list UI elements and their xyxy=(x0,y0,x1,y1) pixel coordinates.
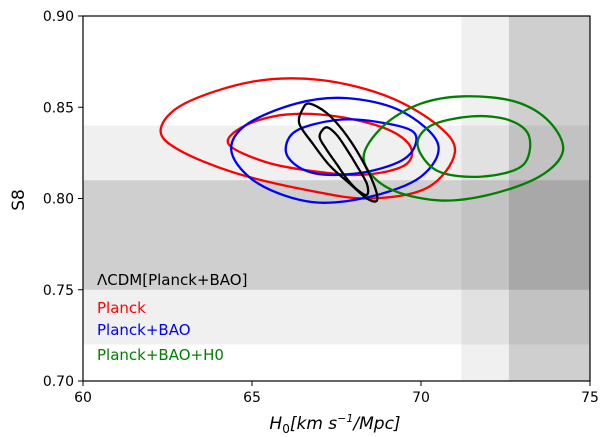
y-axis-label: S8 xyxy=(9,189,29,211)
x-tick-label: 75 xyxy=(581,390,599,406)
contour-lcdm-2sigma xyxy=(297,102,379,203)
contour-planck-bao-1sigma xyxy=(284,118,418,177)
legend-entry-planck-bao-h0: Planck+BAO+H0 xyxy=(97,346,224,364)
y-tick-label: 0.85 xyxy=(43,100,74,116)
contour-planck-bao-h0-1sigma xyxy=(416,114,532,179)
legend: ΛCDM[Planck+BAO] Planck Planck+BAO Planc… xyxy=(97,271,247,364)
contour-planck-bao-2sigma xyxy=(230,96,440,204)
legend-entry-lcdm: ΛCDM[Planck+BAO] xyxy=(97,271,247,289)
legend-entry-planck: Planck xyxy=(97,299,146,317)
legend-entry-planck-bao: Planck+BAO xyxy=(97,321,191,339)
contour-planck-bao-h0-2sigma xyxy=(362,95,565,202)
x-axis-label: H0[km s−1/Mpc] xyxy=(269,412,400,436)
x-tick-label: 65 xyxy=(243,390,261,406)
y-tick-label: 0.80 xyxy=(43,192,74,208)
contour-lcdm-1sigma xyxy=(318,126,370,197)
y-tick-label: 0.70 xyxy=(43,374,74,390)
x-tick-label: 70 xyxy=(412,390,430,406)
x-tick-label: 60 xyxy=(74,390,92,406)
contour-layer xyxy=(159,77,565,204)
contour-planck-1sigma xyxy=(226,112,414,177)
y-tick-label: 0.90 xyxy=(43,9,74,25)
axis-ticks: 60 65 70 75 0.70 0.75 0.80 0.85 0.90 xyxy=(43,9,599,406)
contour-planck-2sigma xyxy=(159,77,457,200)
y-tick-label: 0.75 xyxy=(43,283,74,299)
shaded-band-3 xyxy=(508,16,590,381)
